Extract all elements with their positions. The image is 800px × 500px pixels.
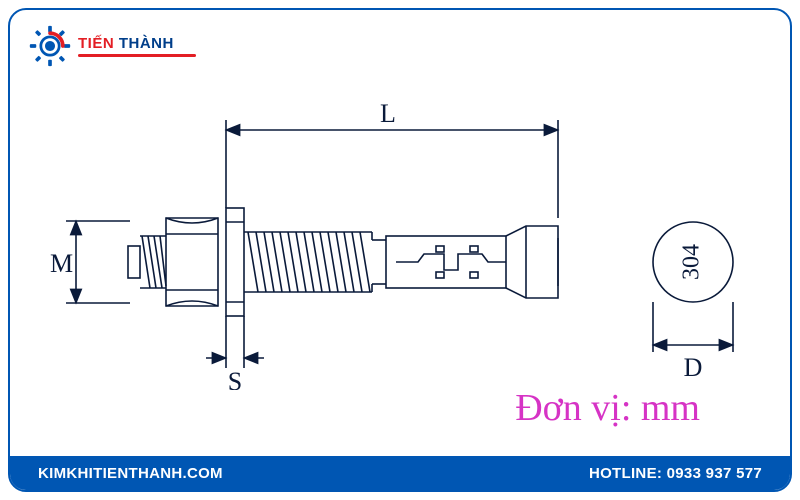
material-stamp: 304 xyxy=(679,244,705,280)
brand-word-2: THÀNH xyxy=(119,35,174,52)
brand-name: TIẾN THÀNH xyxy=(78,36,196,51)
unit-label: Đơn vị: mm xyxy=(515,386,700,430)
footer-hotline: HOTLINE: 0933 937 577 xyxy=(589,465,762,482)
hotline-number: 0933 937 577 xyxy=(667,465,762,482)
card-frame: TIẾN THÀNH L xyxy=(8,8,792,492)
dim-label-D: D xyxy=(684,353,703,382)
dim-label-M: M xyxy=(50,249,73,278)
gear-icon xyxy=(28,24,72,68)
brand-text: TIẾN THÀNH xyxy=(78,36,196,57)
footer-website: KIMKHITIENTHANH.COM xyxy=(38,465,223,482)
brand-word-1: TIẾN xyxy=(78,35,114,52)
hotline-label: HOTLINE: xyxy=(589,465,662,482)
dim-label-L: L xyxy=(380,99,396,128)
dim-label-S: S xyxy=(228,367,242,390)
brand-underline xyxy=(78,54,196,57)
brand-logo: TIẾN THÀNH xyxy=(28,24,196,68)
footer-bar: KIMKHITIENTHANH.COM HOTLINE: 0933 937 57… xyxy=(10,456,790,490)
anchor-bolt-diagram: L M xyxy=(38,90,768,390)
